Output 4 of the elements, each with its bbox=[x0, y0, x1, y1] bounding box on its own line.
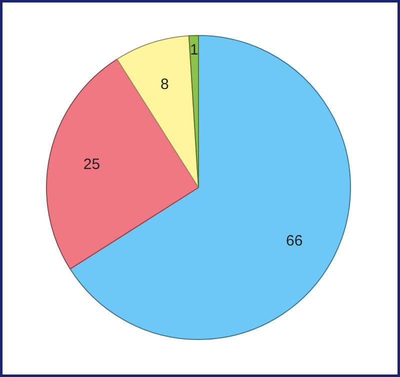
data-label: 25 bbox=[83, 156, 100, 174]
data-label: 66 bbox=[286, 232, 303, 250]
data-label: 1 bbox=[190, 42, 198, 59]
data-label: 8 bbox=[160, 76, 169, 93]
